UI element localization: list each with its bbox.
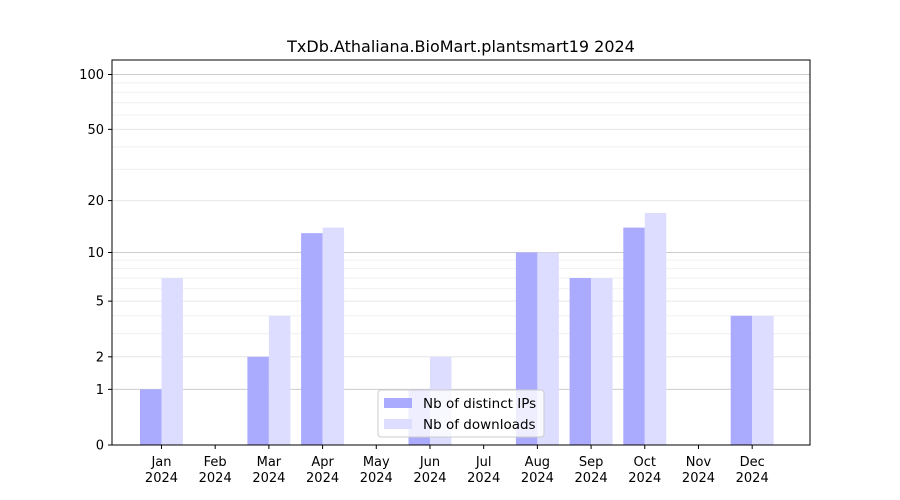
x-tick-label: Apr 2024 [306,455,339,486]
bar-distinct-ips [730,315,753,445]
x-tick-label: Oct 2024 [628,455,661,486]
y-tick-label: 10 [87,246,104,261]
y-axis: 0 1 2 5 10 20 50 100 [79,68,112,454]
bar-distinct-ips [301,233,323,445]
bar-distinct-ips [623,227,645,445]
legend-swatch [384,419,412,429]
x-tick-label: Nov 2024 [682,455,715,486]
legend-label: Nb of downloads [423,417,536,433]
x-axis: Jan 2024 Feb 2024 Mar 2024 Apr 2024 May 2024 Jun 20… [145,445,769,486]
legend-swatch [384,398,412,408]
x-tick-label: Jan 2024 [145,455,178,486]
x-tick-label: Aug 2024 [521,455,554,486]
y-tick-label: 1 [96,383,104,398]
chart-title: TxDb.Athaliana.BioMart.plantsmart19 2024 [286,37,635,56]
bar-downloads [161,278,183,445]
bar-downloads [752,315,774,445]
legend: Nb of distinct IPs Nb of downloads [377,389,545,438]
bar-distinct-ips [140,389,162,445]
bar-downloads [322,227,345,445]
y-tick-label: 2 [96,350,104,365]
legend-label: Nb of distinct IPs [423,396,536,412]
bar-downloads [591,278,613,445]
x-tick-label: Jul 2024 [467,455,500,486]
grid-lines [112,74,810,390]
y-tick-label: 5 [96,295,104,310]
x-tick-label: Jun 2024 [413,455,446,486]
x-tick-label: May 2024 [360,455,393,486]
legend-box [377,389,545,438]
x-tick-label: Feb 2024 [199,455,232,486]
bar-downloads [644,212,667,445]
x-tick-label: Mar 2024 [252,455,285,486]
y-tick-label: 100 [79,68,104,83]
bar-distinct-ips [247,356,269,445]
x-tick-label: Dec 2024 [736,455,769,486]
y-tick-label: 20 [87,194,104,209]
x-tick-label: Sep 2024 [575,455,608,486]
bar-distinct-ips [569,278,592,445]
bar-downloads [268,315,291,445]
y-tick-label: 0 [96,439,104,454]
y-tick-label: 50 [87,123,104,138]
